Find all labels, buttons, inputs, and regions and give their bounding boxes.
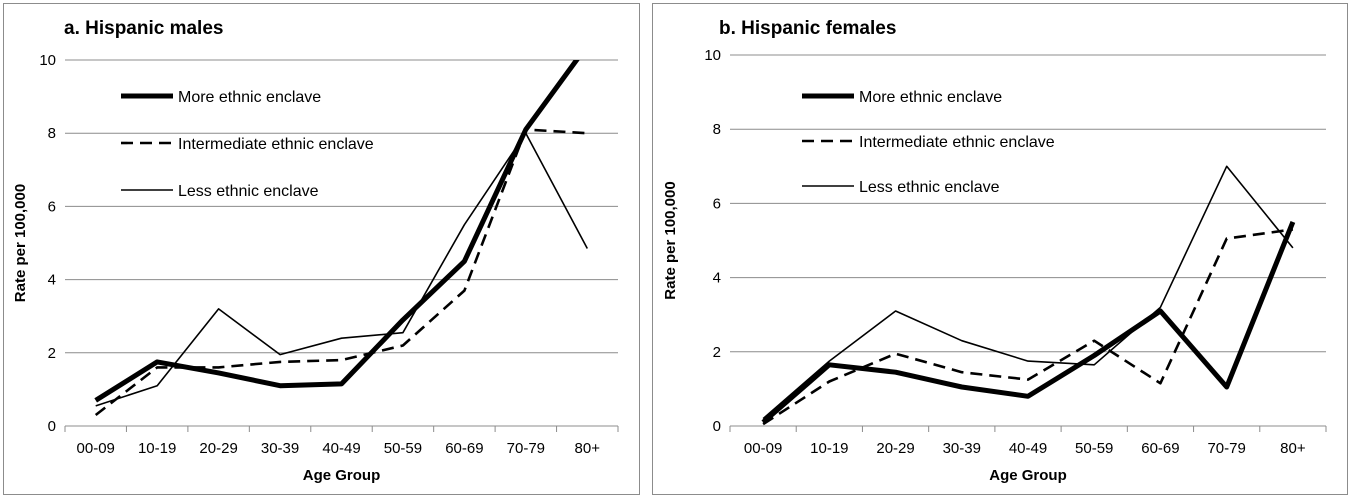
y-tick-label: 8 — [48, 125, 56, 142]
chart-panel-hispanic-females: b. Hispanic females 0 2 4 6 8 10 00-09 10-19 20-2… — [652, 3, 1348, 495]
chart-panel-hispanic-males: a. Hispanic males 0 2 4 6 8 10 00-09 10-19 20-29 3… — [3, 3, 640, 495]
chart-svg-females: b. Hispanic females 0 2 4 6 8 10 00-09 10-19 20-2… — [662, 18, 1327, 484]
chart-title: a. Hispanic males — [64, 18, 223, 39]
y-tick-label: 8 — [713, 121, 721, 138]
legend-label: Less ethnic enclave — [859, 179, 1000, 196]
x-tick-label: 80+ — [1280, 440, 1306, 457]
chart-title: b. Hispanic females — [719, 18, 896, 39]
series-line-thin — [95, 132, 589, 407]
x-tick-label: 30-39 — [261, 440, 299, 457]
x-tick-label: 00-09 — [744, 440, 782, 457]
y-tick-label: 4 — [48, 272, 56, 289]
x-tick-label: 40-49 — [322, 440, 360, 457]
y-tick-label: 0 — [713, 418, 721, 435]
legend-label: More ethnic enclave — [178, 89, 321, 106]
y-tick-label: 10 — [704, 47, 721, 64]
y-axis-title: Rate per 100,000 — [12, 184, 29, 302]
legend-label: Intermediate ethnic enclave — [859, 134, 1055, 151]
series-line-thick — [94, 60, 580, 403]
x-tick-label: 60-69 — [445, 440, 483, 457]
x-tick-label: 00-09 — [77, 440, 115, 457]
x-tick-label: 20-29 — [199, 440, 237, 457]
x-tick-label: 60-69 — [1141, 440, 1179, 457]
x-tick-label: 70-79 — [507, 440, 545, 457]
y-tick-label: 10 — [39, 52, 56, 69]
x-tick-label: 10-19 — [138, 440, 176, 457]
x-tick-label: 70-79 — [1207, 440, 1245, 457]
x-tick-label: 30-39 — [943, 440, 981, 457]
x-tick-label: 50-59 — [1075, 440, 1113, 457]
y-axis-title: Rate per 100,000 — [662, 181, 679, 299]
series-line-thin — [762, 165, 1294, 420]
x-tick-label: 20-29 — [876, 440, 914, 457]
y-tick-label: 2 — [713, 344, 721, 361]
x-tick-label: 80+ — [575, 440, 601, 457]
x-tick-label: 40-49 — [1009, 440, 1047, 457]
y-tick-label: 2 — [48, 345, 56, 362]
legend-label: Less ethnic enclave — [178, 183, 319, 200]
legend-label: More ethnic enclave — [859, 89, 1002, 106]
y-tick-label: 6 — [713, 195, 721, 212]
series-line-dashed — [762, 228, 1294, 426]
y-tick-label: 4 — [713, 270, 721, 287]
series-line-thick — [761, 220, 1296, 425]
y-tick-label: 0 — [48, 418, 56, 435]
x-tick-label: 10-19 — [810, 440, 848, 457]
legend-label: Intermediate ethnic enclave — [178, 136, 374, 153]
x-axis-title: Age Group — [303, 467, 381, 484]
chart-svg-males: a. Hispanic males 0 2 4 6 8 10 00-09 10-19 20-29 3… — [12, 18, 619, 484]
x-axis-title: Age Group — [989, 467, 1067, 484]
y-tick-label: 6 — [48, 198, 56, 215]
series-line-dashed — [94, 128, 588, 417]
x-tick-label: 50-59 — [384, 440, 422, 457]
